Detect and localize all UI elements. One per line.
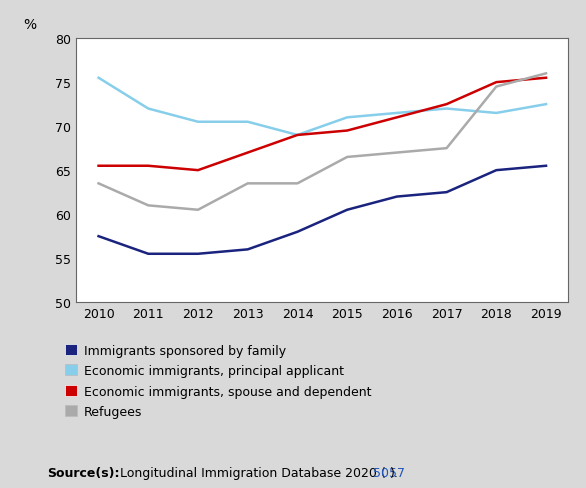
Text: 5057: 5057 xyxy=(373,466,405,479)
Legend: Immigrants sponsored by family, Economic immigrants, principal applicant, Econom: Immigrants sponsored by family, Economic… xyxy=(65,344,371,418)
Text: ).: ). xyxy=(390,466,398,479)
Text: Longitudinal Immigration Database 2020 (: Longitudinal Immigration Database 2020 ( xyxy=(120,466,386,479)
Text: %: % xyxy=(23,18,36,32)
Text: Source(s):: Source(s): xyxy=(47,466,120,479)
